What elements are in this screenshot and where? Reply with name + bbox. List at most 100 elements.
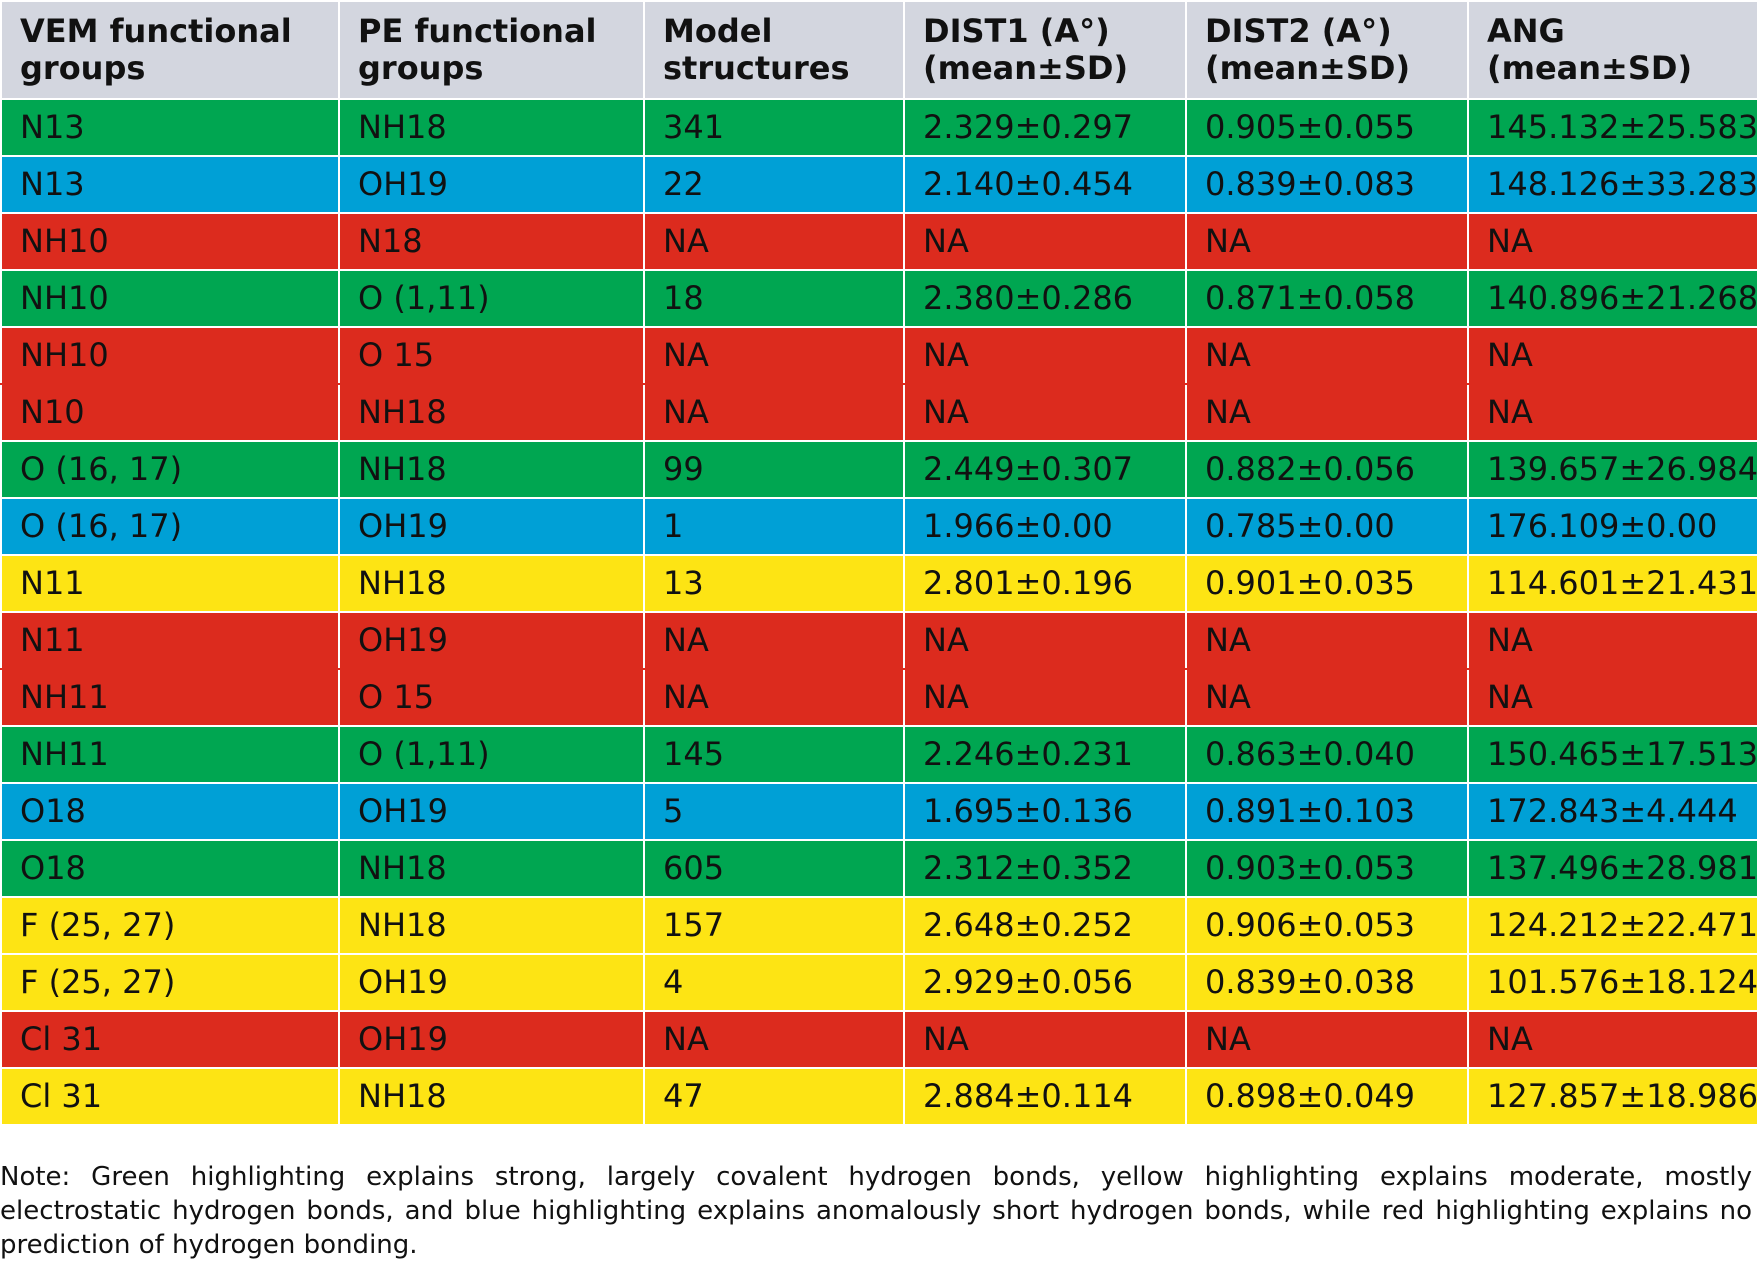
table-cell: OH19 — [338, 953, 645, 1012]
table-cell: 157 — [643, 896, 905, 955]
table-cell: NA — [1185, 326, 1469, 385]
table-cell: NH18 — [338, 1067, 645, 1126]
table-cell: O (16, 17) — [0, 497, 340, 556]
table-cell: 150.465±17.513 — [1467, 725, 1757, 784]
table-row: Cl 31 OH19 NA NA NA NA — [0, 1010, 1757, 1069]
table-cell: 2.801±0.196 — [903, 554, 1187, 613]
table-cell: 2.929±0.056 — [903, 953, 1187, 1012]
table-row: NH10 O 15 NA NA NA NA — [0, 326, 1757, 385]
table-row: F (25, 27) NH18 157 2.648±0.252 0.906±0.053 1… — [0, 896, 1757, 955]
hydrogen-bond-table: VEM functional groups PE functional group… — [0, 0, 1757, 1126]
table-cell: Cl 31 — [0, 1067, 340, 1126]
table-cell: 0.863±0.040 — [1185, 725, 1469, 784]
table-cell: NA — [903, 212, 1187, 271]
table-row: O (16, 17) NH18 99 2.449±0.307 0.882±0.056 13… — [0, 440, 1757, 499]
table-row: NH10 O (1,11) 18 2.380±0.286 0.871±0.058 140.… — [0, 269, 1757, 328]
table-cell: F (25, 27) — [0, 953, 340, 1012]
column-header: DIST1 (A°) (mean±SD) — [903, 0, 1187, 100]
table-cell: O 15 — [338, 668, 645, 727]
table-cell: NA — [643, 383, 905, 442]
table-cell: 127.857±18.986 — [1467, 1067, 1757, 1126]
table-cell: OH19 — [338, 155, 645, 214]
table-cell: NA — [643, 611, 905, 670]
table-cell: 2.140±0.454 — [903, 155, 1187, 214]
table-cell: O (1,11) — [338, 269, 645, 328]
table-cell: N11 — [0, 554, 340, 613]
table-cell: NH18 — [338, 896, 645, 955]
table-cell: NA — [903, 611, 1187, 670]
table-cell: NH18 — [338, 440, 645, 499]
table-cell: 145 — [643, 725, 905, 784]
table-cell: 0.905±0.055 — [1185, 98, 1469, 157]
table-cell: 0.871±0.058 — [1185, 269, 1469, 328]
table-row: N13 NH18 341 2.329±0.297 0.905±0.055 145.132±… — [0, 98, 1757, 157]
table-cell: OH19 — [338, 497, 645, 556]
table-cell: NA — [1467, 668, 1757, 727]
table-row: O18 NH18 605 2.312±0.352 0.903±0.053 137.496±… — [0, 839, 1757, 898]
table-cell: 1 — [643, 497, 905, 556]
table-cell: NH11 — [0, 668, 340, 727]
table-cell: NA — [1467, 1010, 1757, 1069]
table-cell: 114.601±21.431 — [1467, 554, 1757, 613]
table-cell: NA — [903, 383, 1187, 442]
table-row: F (25, 27) OH19 4 2.929±0.056 0.839±0.038 101… — [0, 953, 1757, 1012]
table-cell: NA — [1467, 326, 1757, 385]
table-cell: 139.657±26.984 — [1467, 440, 1757, 499]
table-cell: Cl 31 — [0, 1010, 340, 1069]
table-cell: 18 — [643, 269, 905, 328]
table-cell: 172.843±4.444 — [1467, 782, 1757, 841]
table-cell: N10 — [0, 383, 340, 442]
table-note: Note: Green highlighting explains strong… — [0, 1162, 1752, 1260]
table-cell: NA — [1185, 1010, 1469, 1069]
table-cell: 2.329±0.297 — [903, 98, 1187, 157]
table-cell: 176.109±0.00 — [1467, 497, 1757, 556]
table-row: N10 NH18 NA NA NA NA — [0, 383, 1757, 442]
table-header: VEM functional groups PE functional group… — [0, 0, 1757, 100]
table-cell: NA — [1467, 212, 1757, 271]
table-cell: 13 — [643, 554, 905, 613]
table-cell: 0.891±0.103 — [1185, 782, 1469, 841]
table-cell: NA — [903, 1010, 1187, 1069]
table-cell: 0.839±0.038 — [1185, 953, 1469, 1012]
table-cell: 2.884±0.114 — [903, 1067, 1187, 1126]
table-cell: 605 — [643, 839, 905, 898]
table-cell: NA — [1185, 668, 1469, 727]
table-cell: NH18 — [338, 98, 645, 157]
table-cell: N11 — [0, 611, 340, 670]
header-row: VEM functional groups PE functional group… — [0, 0, 1757, 100]
table-cell: 22 — [643, 155, 905, 214]
table-cell: NA — [643, 212, 905, 271]
table-cell: NH10 — [0, 212, 340, 271]
table-cell: O (16, 17) — [0, 440, 340, 499]
column-header: DIST2 (A°) (mean±SD) — [1185, 0, 1469, 100]
table-cell: O 15 — [338, 326, 645, 385]
table-cell: O18 — [0, 839, 340, 898]
table-cell: NA — [1185, 611, 1469, 670]
table-cell: NA — [1467, 383, 1757, 442]
data-table-container: VEM functional groups PE functional group… — [0, 0, 1757, 1126]
table-row: O18 OH19 5 1.695±0.136 0.891±0.103 172.843±4.… — [0, 782, 1757, 841]
table-cell: 2.312±0.352 — [903, 839, 1187, 898]
table-row: O (16, 17) OH19 1 1.966±0.00 0.785±0.00 176.1… — [0, 497, 1757, 556]
table-cell: NH11 — [0, 725, 340, 784]
column-header: PE functional groups — [338, 0, 645, 100]
table-cell: 145.132±25.583 — [1467, 98, 1757, 157]
table-cell: 0.882±0.056 — [1185, 440, 1469, 499]
table-cell: NH18 — [338, 383, 645, 442]
table-cell: 0.901±0.035 — [1185, 554, 1469, 613]
table-cell: 341 — [643, 98, 905, 157]
table-cell: 2.380±0.286 — [903, 269, 1187, 328]
table-cell: 47 — [643, 1067, 905, 1126]
table-cell: 1.695±0.136 — [903, 782, 1187, 841]
column-header: VEM functional groups — [0, 0, 340, 100]
table-cell: 148.126±33.283 — [1467, 155, 1757, 214]
table-row: N11 OH19 NA NA NA NA — [0, 611, 1757, 670]
table-cell: 101.576±18.124 — [1467, 953, 1757, 1012]
table-cell: 0.898±0.049 — [1185, 1067, 1469, 1126]
table-row: NH11 O 15 NA NA NA NA — [0, 668, 1757, 727]
table-cell: NA — [903, 326, 1187, 385]
column-header: ANG (mean±SD) — [1467, 0, 1757, 100]
table-body: N13 NH18 341 2.329±0.297 0.905±0.055 145.132±… — [0, 98, 1757, 1126]
table-cell: N13 — [0, 98, 340, 157]
table-cell: 1.966±0.00 — [903, 497, 1187, 556]
